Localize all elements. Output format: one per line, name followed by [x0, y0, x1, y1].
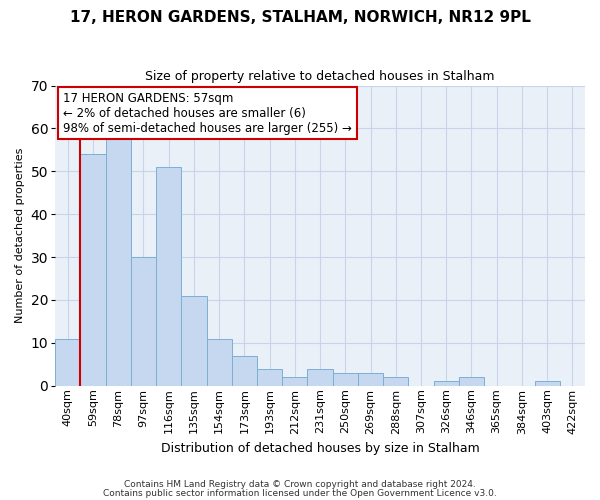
Bar [383, 377, 409, 386]
Bar [106, 132, 131, 386]
Title: Size of property relative to detached houses in Stalham: Size of property relative to detached ho… [145, 70, 495, 83]
Text: Contains public sector information licensed under the Open Government Licence v3: Contains public sector information licen… [103, 488, 497, 498]
Bar [55, 338, 80, 386]
Bar [459, 377, 484, 386]
Bar [307, 368, 332, 386]
Text: 17 HERON GARDENS: 57sqm
← 2% of detached houses are smaller (6)
98% of semi-deta: 17 HERON GARDENS: 57sqm ← 2% of detached… [63, 92, 352, 134]
Bar [80, 154, 106, 386]
Bar [434, 382, 459, 386]
Bar [206, 338, 232, 386]
Bar [282, 377, 307, 386]
Bar [181, 296, 206, 386]
Text: Contains HM Land Registry data © Crown copyright and database right 2024.: Contains HM Land Registry data © Crown c… [124, 480, 476, 489]
X-axis label: Distribution of detached houses by size in Stalham: Distribution of detached houses by size … [161, 442, 479, 455]
Bar [358, 373, 383, 386]
Bar [156, 167, 181, 386]
Bar [332, 373, 358, 386]
Text: 17, HERON GARDENS, STALHAM, NORWICH, NR12 9PL: 17, HERON GARDENS, STALHAM, NORWICH, NR1… [70, 10, 530, 25]
Bar [232, 356, 257, 386]
Bar [131, 257, 156, 386]
Bar [535, 382, 560, 386]
Bar [257, 368, 282, 386]
Y-axis label: Number of detached properties: Number of detached properties [15, 148, 25, 324]
